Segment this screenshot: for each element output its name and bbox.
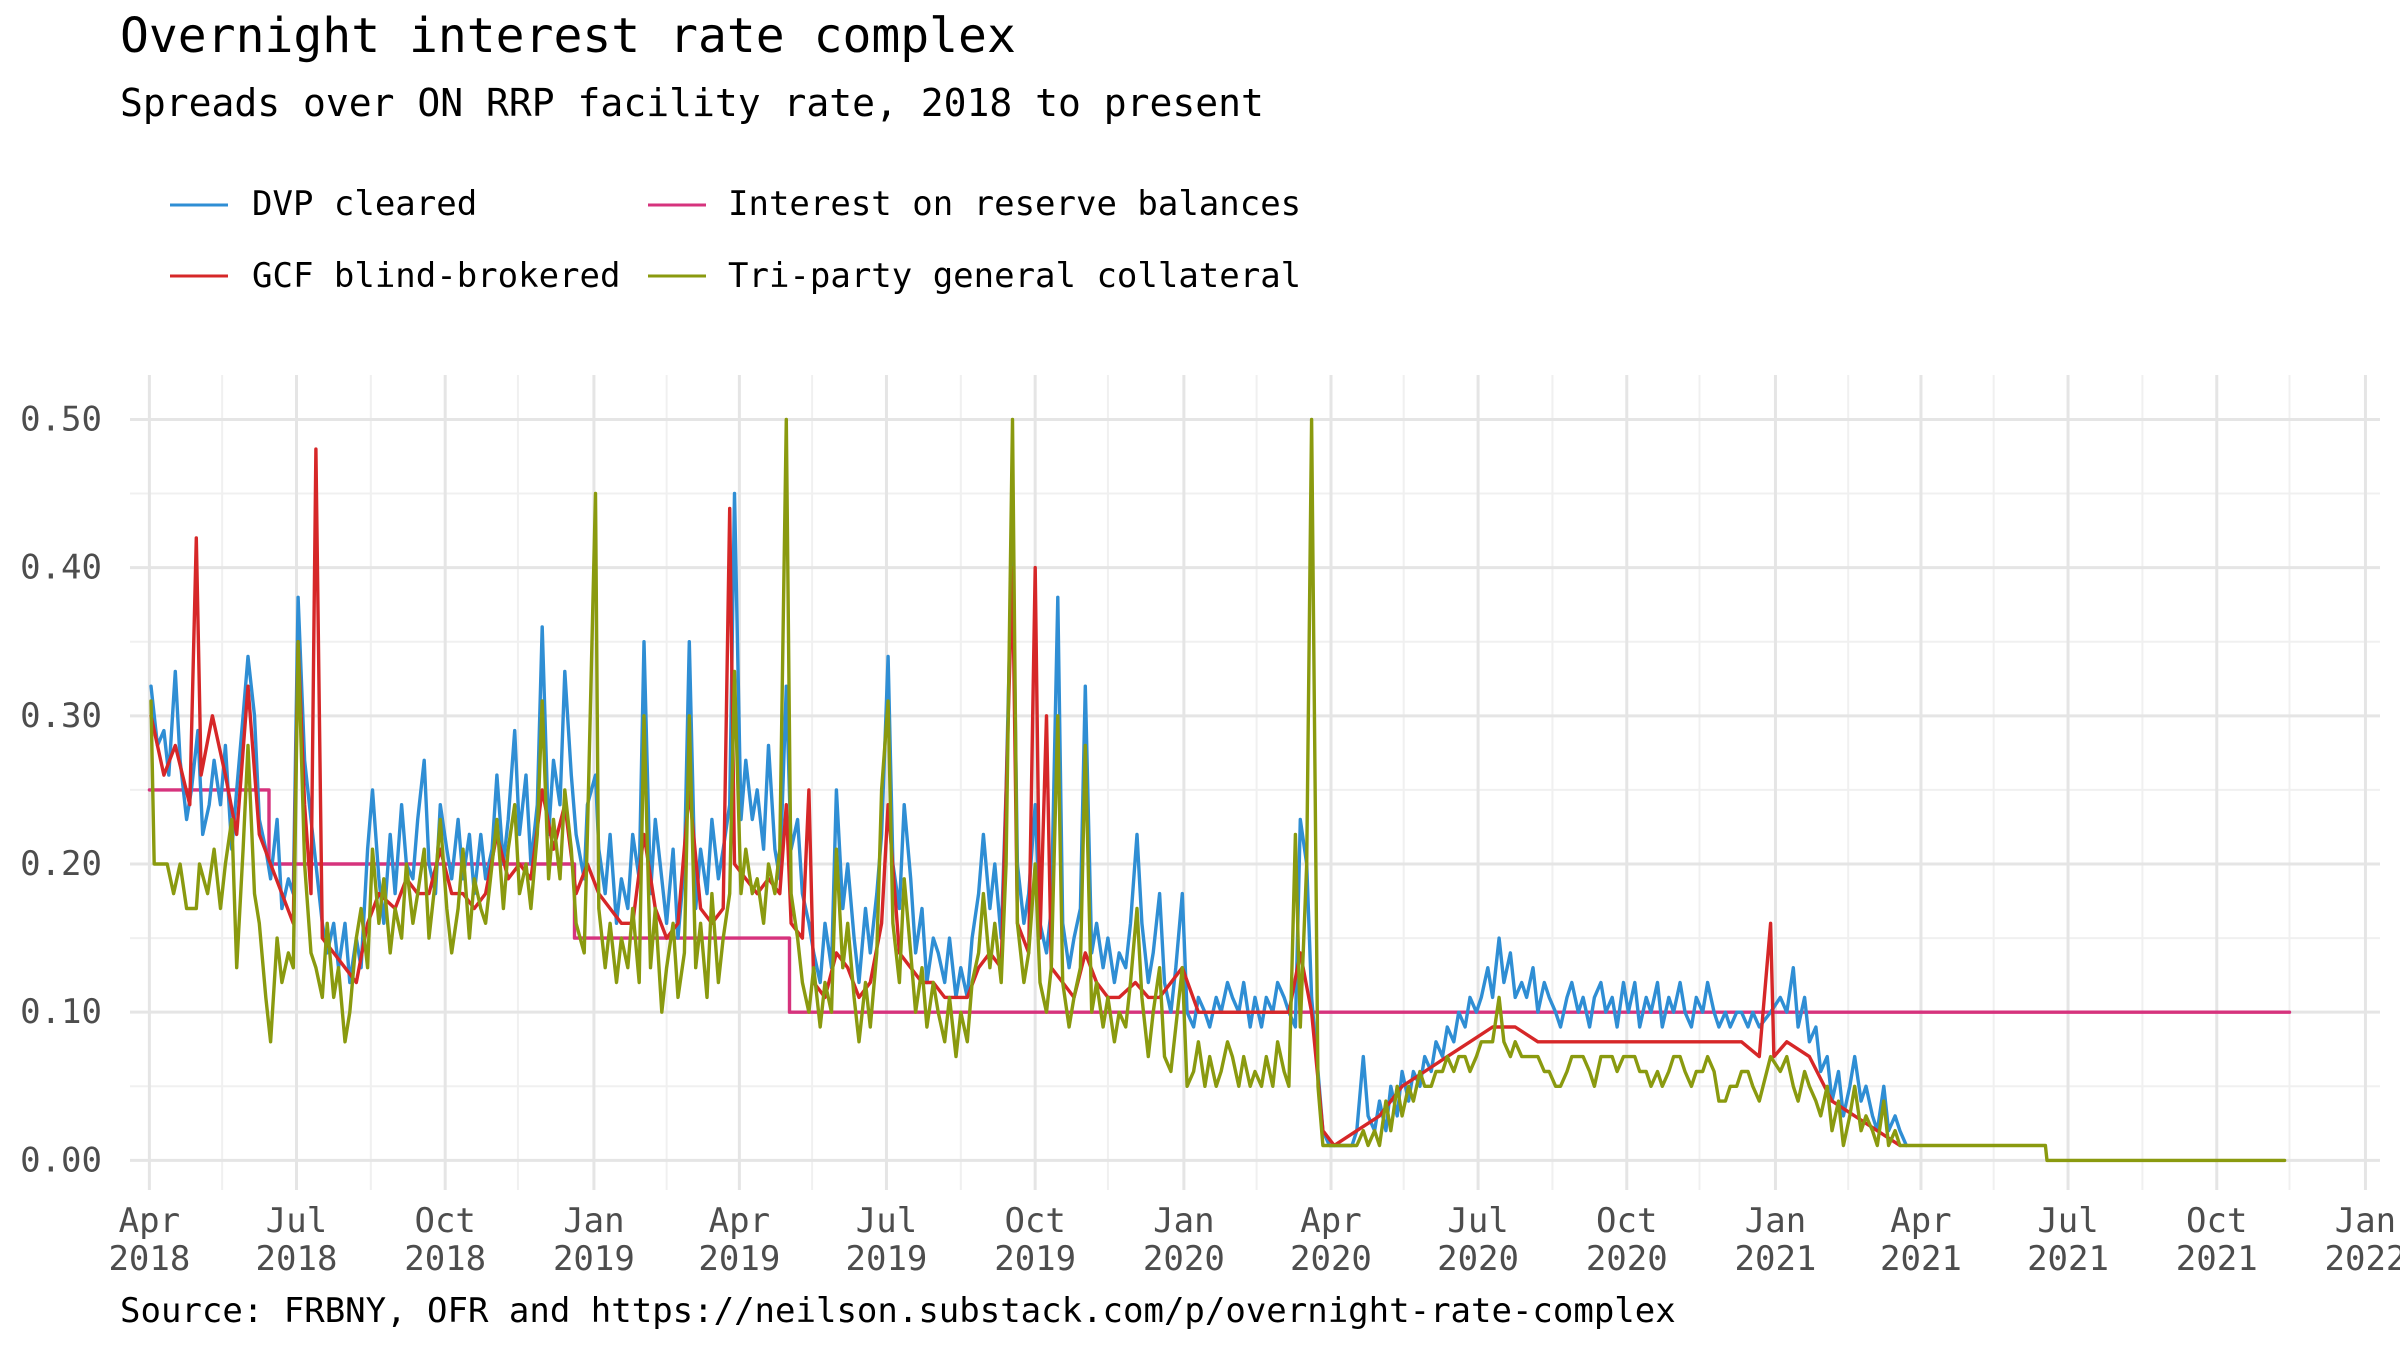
chart-title: Overnight interest rate complex bbox=[120, 8, 1016, 64]
legend-label-interest-on-reserve-balances: Interest on reserve balances bbox=[728, 184, 1301, 224]
series-line-dvp-cleared bbox=[149, 491, 1909, 1148]
plot-background bbox=[130, 375, 2380, 1190]
y-tick-label: 0.20 bbox=[20, 844, 102, 884]
x-tick-label-month: Apr bbox=[119, 1201, 180, 1241]
x-tick-label-month: Oct bbox=[2186, 1201, 2247, 1241]
y-tick-label: 0.00 bbox=[20, 1140, 102, 1180]
legend: DVP cleared Interest on reserve balances… bbox=[170, 184, 1301, 296]
x-tick-label-month: Jul bbox=[2037, 1201, 2098, 1241]
chart-subtitle: Spreads over ON RRP facility rate, 2018 … bbox=[120, 81, 1264, 125]
x-tick-label-month: Jan bbox=[563, 1201, 624, 1241]
x-tick-label-year: 2020 bbox=[1437, 1239, 1519, 1279]
x-tick-label-year: 2019 bbox=[846, 1239, 928, 1279]
series-layer bbox=[147, 417, 2292, 1163]
legend-item-gcf-blind-brokered: GCF blind-brokered bbox=[170, 256, 620, 296]
x-tick-label-month: Jul bbox=[266, 1201, 327, 1241]
x-tick-label-year: 2018 bbox=[404, 1239, 486, 1279]
x-tick-label-month: Jan bbox=[1153, 1201, 1214, 1241]
x-tick-label-month: Jul bbox=[856, 1201, 917, 1241]
legend-item-dvp-cleared: DVP cleared bbox=[170, 184, 477, 224]
chart-caption: Source: FRBNY, OFR and https://neilson.s… bbox=[120, 1291, 1676, 1331]
x-tick-label-month: Oct bbox=[1596, 1201, 1657, 1241]
y-axis: 0.00 0.10 0.20 0.30 0.40 0.50 bbox=[20, 399, 102, 1180]
x-tick-label-month: Jan bbox=[1745, 1201, 1806, 1241]
x-tick-label-year: 2019 bbox=[994, 1239, 1076, 1279]
legend-label-tri-party-general-collateral: Tri-party general collateral bbox=[728, 256, 1301, 296]
plot-area: 0.000.100.200.300.400.50 Apr2018Jul2018O… bbox=[20, 375, 2400, 1279]
y-tick-label: 0.30 bbox=[20, 696, 102, 736]
x-tick-label-year: 2019 bbox=[698, 1239, 780, 1279]
x-tick-label-month: Jul bbox=[1447, 1201, 1508, 1241]
grid-layer bbox=[130, 375, 2380, 1190]
y-tick-label: 0.10 bbox=[20, 992, 102, 1032]
x-tick-label-month: Apr bbox=[1300, 1201, 1361, 1241]
x-tick-label-month: Oct bbox=[1004, 1201, 1065, 1241]
legend-label-dvp-cleared: DVP cleared bbox=[252, 184, 477, 224]
x-tick-label-year: 2020 bbox=[1143, 1239, 1225, 1279]
x-tick-label-month: Jan bbox=[2335, 1201, 2396, 1241]
x-tick-label-month: Oct bbox=[414, 1201, 475, 1241]
legend-item-interest-on-reserve-balances: Interest on reserve balances bbox=[648, 184, 1301, 224]
x-tick-label-year: 2020 bbox=[1290, 1239, 1372, 1279]
x-tick-label-year: 2020 bbox=[1586, 1239, 1668, 1279]
x-tick-label-month: Apr bbox=[1890, 1201, 1951, 1241]
x-tick-label-year: 2021 bbox=[1735, 1239, 1817, 1279]
x-tick-label-year: 2022 bbox=[2325, 1239, 2400, 1279]
x-tick-label-year: 2018 bbox=[256, 1239, 338, 1279]
legend-item-tri-party-general-collateral: Tri-party general collateral bbox=[648, 256, 1301, 296]
x-tick-label-year: 2021 bbox=[2027, 1239, 2109, 1279]
x-tick-label-year: 2021 bbox=[2176, 1239, 2258, 1279]
x-tick-label-year: 2019 bbox=[553, 1239, 635, 1279]
y-tick-label: 0.40 bbox=[20, 548, 102, 588]
y-tick-label: 0.50 bbox=[20, 399, 102, 439]
x-tick-label-year: 2021 bbox=[1880, 1239, 1962, 1279]
series-line-tri-party-general-collateral bbox=[149, 417, 2287, 1163]
x-tick-label-year: 2018 bbox=[108, 1239, 190, 1279]
legend-label-gcf-blind-brokered: GCF blind-brokered bbox=[252, 256, 620, 296]
x-tick-label-month: Apr bbox=[709, 1201, 770, 1241]
x-axis: Apr2018Jul2018Oct2018Jan2019Apr2019Jul20… bbox=[108, 1201, 2400, 1279]
